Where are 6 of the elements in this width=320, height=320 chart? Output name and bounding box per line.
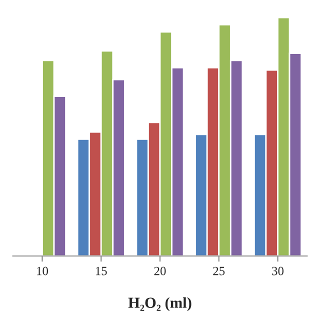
x-tick-label: 15	[96, 266, 107, 276]
x-tick-label: 30	[272, 266, 284, 276]
x-tick-label: 25	[213, 266, 225, 276]
x-axis-title: H₂O₂ (ml)	[128, 297, 192, 312]
x-tick-label: 20	[154, 266, 166, 276]
x-tick-label: 10	[37, 266, 48, 276]
